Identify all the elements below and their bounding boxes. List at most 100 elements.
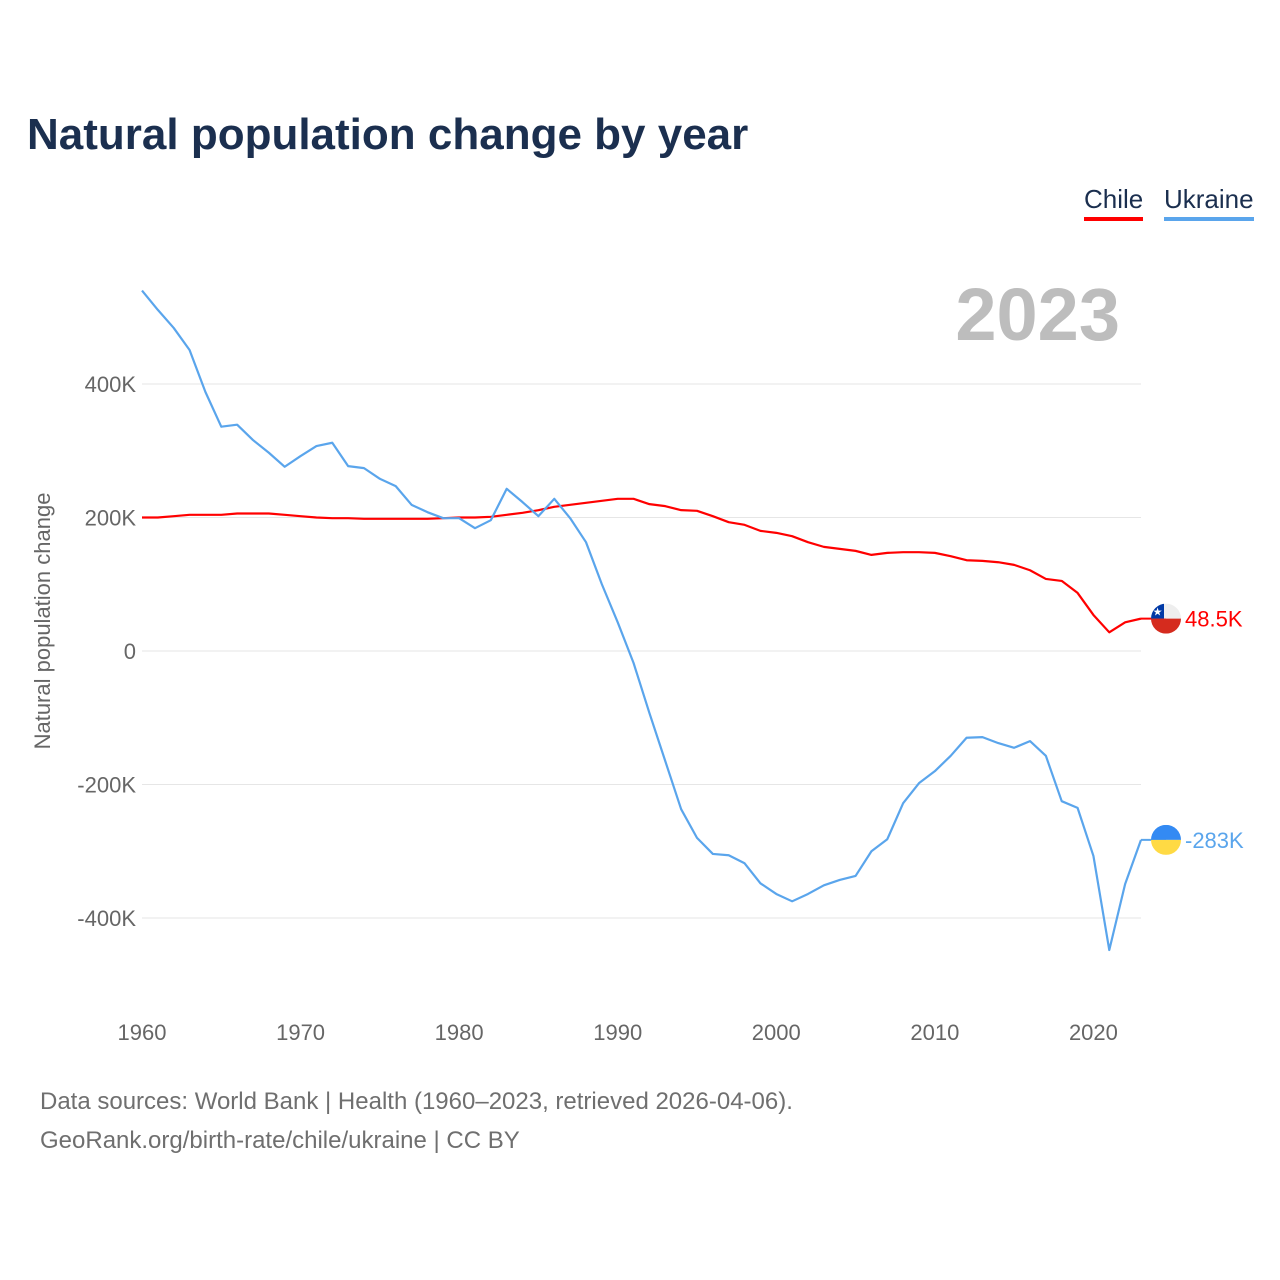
chile-point [217, 511, 225, 519]
ukraine-point [661, 757, 669, 765]
chile-point [645, 500, 653, 508]
ukraine-point [677, 805, 685, 813]
chile-point [947, 552, 955, 560]
ukraine-point [312, 442, 320, 450]
ukraine-point [566, 514, 574, 522]
ukraine-point [1105, 946, 1113, 954]
chile-point [1058, 577, 1066, 585]
ukraine-point [328, 439, 336, 447]
chile-point [963, 556, 971, 564]
current-year-label: 2023 [955, 273, 1120, 356]
flag-red [1151, 618, 1181, 634]
ukraine-point [170, 324, 178, 332]
chile-point [1042, 575, 1050, 583]
chile-point [867, 551, 875, 559]
x-tick-label: 1990 [593, 1020, 642, 1045]
chile-point [772, 529, 780, 537]
chile-point [297, 512, 305, 520]
chile-point [709, 512, 717, 520]
chile-point [281, 511, 289, 519]
chile-point [233, 509, 241, 517]
ukraine-point [376, 475, 384, 483]
ukraine-point [994, 739, 1002, 747]
ukraine-point [1058, 797, 1066, 805]
chile-point [582, 499, 590, 507]
chile-point [661, 502, 669, 510]
ukraine-point [344, 462, 352, 470]
legend-ukraine[interactable]: Ukraine [1164, 184, 1254, 221]
ukraine-point [423, 508, 431, 516]
ukraine-point [788, 897, 796, 905]
credit-link[interactable]: GeoRank.org/birth-rate/chile/ukraine | C… [40, 1127, 520, 1154]
x-tick-label: 2020 [1069, 1020, 1118, 1045]
ukraine-point [756, 879, 764, 887]
chile-point [693, 507, 701, 515]
chile-point [614, 495, 622, 503]
chile-point [186, 511, 194, 519]
chile-point [312, 514, 320, 522]
ukraine-point [709, 850, 717, 858]
chile-point [201, 511, 209, 519]
chile-end-label: 48.5K [1185, 607, 1243, 632]
ukraine-point [931, 767, 939, 775]
ukraine-point [899, 799, 907, 807]
ukraine-point [186, 346, 194, 354]
ukraine-point [439, 514, 447, 522]
legend-chile[interactable]: Chile [1084, 184, 1144, 221]
chile-point [677, 506, 685, 514]
ukraine-point [582, 538, 590, 546]
ukraine-point [281, 463, 289, 471]
chile-point [170, 512, 178, 520]
chile-point [820, 543, 828, 551]
ukraine-point [154, 306, 162, 314]
ukraine-point [772, 890, 780, 898]
ukraine-point [883, 835, 891, 843]
chile-point [899, 548, 907, 556]
y-tick-label: -400K [77, 906, 136, 931]
chile-point [360, 515, 368, 523]
ukraine-point [550, 495, 558, 503]
chile-point [883, 549, 891, 557]
ukraine-point [963, 734, 971, 742]
ukraine-point [471, 524, 479, 532]
ukraine-point [233, 421, 241, 429]
chile-point [788, 532, 796, 540]
x-tick-label: 1980 [435, 1020, 484, 1045]
ukraine-point [852, 872, 860, 880]
chile-line [142, 497, 1142, 634]
ukraine-point [820, 881, 828, 889]
x-tick-label: 1960 [118, 1020, 167, 1045]
ukraine-end-label: -283K [1185, 828, 1244, 853]
ukraine-point [297, 452, 305, 460]
ukraine-point [1121, 880, 1129, 888]
ukraine-line [141, 289, 1143, 952]
chile-point [836, 545, 844, 553]
ukraine-point [725, 851, 733, 859]
y-axis-label: Natural population change [30, 493, 55, 750]
ukraine-point [1089, 852, 1097, 860]
ukraine-point [630, 659, 638, 667]
chart-title: Natural population change by year [27, 110, 749, 159]
chile-point [503, 511, 511, 519]
ukraine-point [645, 709, 653, 717]
chile-point [1074, 589, 1082, 597]
ukraine-point [408, 501, 416, 509]
y-tick-label: 200K [85, 506, 137, 531]
chile-point [408, 515, 416, 523]
ukraine-point [217, 423, 225, 431]
source-note: Data sources: World Bank | Health (1960–… [40, 1088, 793, 1115]
chile-point [630, 495, 638, 503]
ukraine-point [598, 580, 606, 588]
flag-yellow [1151, 839, 1181, 855]
ukraine-point [519, 498, 527, 506]
chile-point [392, 515, 400, 523]
chile-point [265, 509, 273, 517]
ukraine-point [1074, 804, 1082, 812]
chile-point [471, 514, 479, 522]
chile-point [598, 497, 606, 505]
chile-point [154, 514, 162, 522]
chile-point [249, 509, 257, 517]
ukraine-point [455, 514, 463, 522]
ukraine-point [503, 485, 511, 493]
chile-point [994, 558, 1002, 566]
